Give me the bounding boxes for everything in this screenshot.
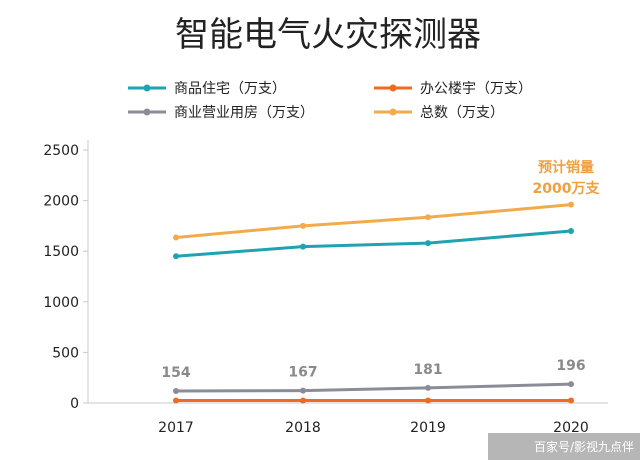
y-tick-label: 1500 <box>43 244 79 260</box>
x-tick-label: 2020 <box>553 420 589 436</box>
data-point <box>173 234 179 241</box>
legend-item: 总数（万支） <box>374 105 504 121</box>
legend-marker <box>389 108 397 116</box>
series-1 <box>173 397 574 404</box>
legend-marker <box>143 84 151 92</box>
series-layer <box>173 201 574 404</box>
data-point <box>425 240 431 247</box>
x-tick-label: 2019 <box>410 420 446 436</box>
data-point <box>425 397 431 404</box>
data-label: 167 <box>288 365 317 381</box>
annotation: 预计销量 2000万支 <box>533 159 601 197</box>
y-tick-label: 1000 <box>43 295 79 311</box>
annotation-line-2: 2000万支 <box>533 180 601 197</box>
series-0 <box>173 227 574 260</box>
legend-label: 商业营业用房（万支） <box>174 105 314 121</box>
data-point <box>425 214 431 221</box>
legend-item: 商业营业用房（万支） <box>128 105 314 121</box>
data-point <box>300 387 306 394</box>
legend-marker <box>389 84 397 92</box>
annotation-line-1: 预计销量 <box>538 159 594 176</box>
data-point <box>568 201 574 208</box>
chart-title: 智能电气火灾探测器 <box>175 15 481 55</box>
data-point <box>425 384 431 391</box>
data-point <box>568 227 574 234</box>
series-2 <box>173 381 574 394</box>
series-line <box>175 382 572 393</box>
legend-item: 商品住宅（万支） <box>128 81 286 97</box>
data-point <box>173 253 179 260</box>
legend-label: 办公楼宇（万支） <box>420 81 532 97</box>
legend-label: 商品住宅（万支） <box>174 81 286 97</box>
watermark-background <box>488 433 640 460</box>
data-label: 181 <box>413 362 442 378</box>
data-point <box>300 222 306 229</box>
legend: 商品住宅（万支） 办公楼宇（万支） 商业营业用房（万支） 总数（万支） <box>128 81 532 121</box>
data-point <box>173 397 179 404</box>
data-label: 154 <box>161 365 190 381</box>
x-tick-label: 2017 <box>158 420 194 436</box>
data-point <box>300 243 306 250</box>
data-point <box>568 381 574 388</box>
legend-label: 总数（万支） <box>420 105 504 121</box>
x-tick-label: 2018 <box>285 420 321 436</box>
series-line <box>175 229 572 258</box>
data-label: 196 <box>556 358 585 374</box>
y-tick-label: 2000 <box>43 194 79 210</box>
data-labels: 154 167 181 196 <box>161 358 585 381</box>
y-tick-label: 500 <box>52 345 79 361</box>
legend-item: 办公楼宇（万支） <box>374 81 532 97</box>
y-tick-label: 2500 <box>43 143 79 159</box>
watermark: 百家号/影视九点伴 <box>534 439 634 454</box>
y-tick-label: 0 <box>70 396 79 412</box>
legend-marker <box>143 108 151 116</box>
data-point <box>173 387 179 394</box>
series-3 <box>173 201 574 241</box>
data-point <box>300 397 306 404</box>
data-point <box>568 397 574 404</box>
series-line <box>175 203 572 240</box>
